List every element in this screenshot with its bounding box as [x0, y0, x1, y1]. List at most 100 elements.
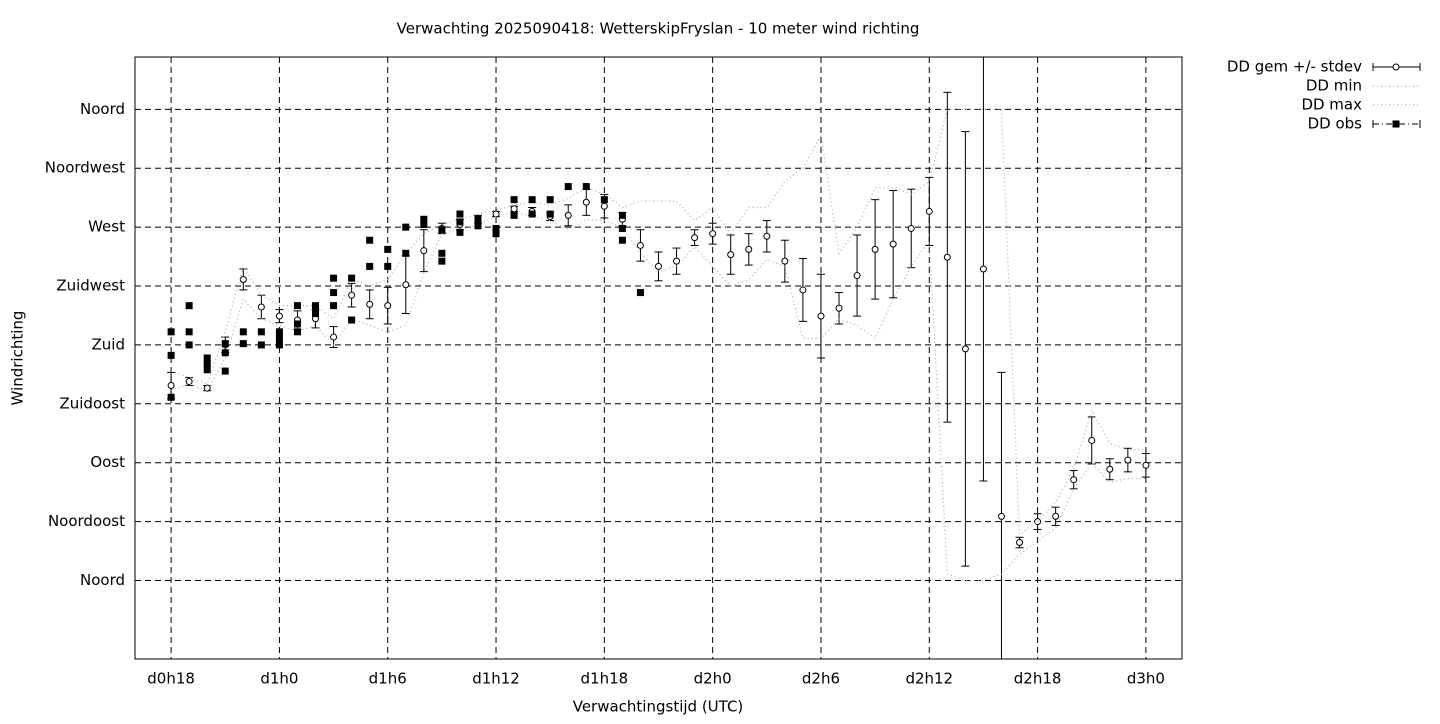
obs-point	[492, 224, 500, 232]
error-bar	[257, 294, 266, 320]
obs-point	[366, 262, 374, 270]
error-bar	[275, 309, 284, 324]
error-bar	[329, 326, 338, 349]
legend-label: DD gem +/- stdev	[1227, 58, 1362, 76]
range-line	[170, 210, 1146, 582]
obs-point	[456, 210, 464, 218]
obs-point	[185, 302, 193, 310]
error-bar	[1015, 536, 1024, 549]
obs-point	[275, 328, 283, 336]
y-tick-label: Noord	[80, 100, 125, 118]
x-tick-label: d1h18	[581, 670, 629, 688]
error-bar	[1105, 458, 1114, 481]
obs-point	[257, 328, 265, 336]
obs-point	[330, 289, 338, 297]
x-tick-label: d2h18	[1014, 670, 1062, 688]
error-bar	[347, 282, 356, 308]
obs-point	[528, 196, 536, 204]
obs-point	[330, 302, 338, 310]
obs-point	[167, 328, 175, 336]
error-bar	[889, 189, 898, 299]
obs-point	[636, 289, 644, 297]
obs-point	[293, 320, 301, 328]
x-tick-label: d0h18	[147, 670, 195, 688]
obs-point	[384, 245, 392, 253]
error-bar	[383, 286, 392, 325]
error-bar	[582, 188, 591, 216]
obs-point	[546, 196, 554, 204]
error-bar	[708, 222, 717, 245]
obs-point	[456, 218, 464, 226]
legend-label: DD max	[1301, 96, 1362, 114]
x-tick-label: d2h6	[802, 670, 840, 688]
obs-point	[564, 183, 572, 191]
x-tick-label: d2h12	[905, 670, 953, 688]
obs-point	[528, 210, 536, 218]
y-tick-label: Zuidwest	[56, 277, 125, 295]
obs-point	[438, 257, 446, 265]
x-tick-label: d1h6	[369, 670, 407, 688]
obs-point	[221, 349, 229, 357]
obs-point	[293, 302, 301, 310]
error-bar	[1123, 447, 1132, 473]
obs-point	[438, 226, 446, 234]
obs-point	[221, 367, 229, 375]
error-bar	[853, 234, 862, 317]
legend-label: DD min	[1306, 77, 1362, 95]
obs-point	[203, 359, 211, 367]
error-bar	[492, 210, 501, 218]
error-bar	[762, 220, 771, 253]
obs-point	[275, 334, 283, 342]
obs-point	[438, 249, 446, 257]
y-tick-label: Zuidoost	[59, 394, 125, 412]
chart-title: Verwachting 2025090418: WetterskipFrysla…	[397, 20, 920, 38]
error-bar	[365, 289, 374, 320]
legend-sample	[1392, 63, 1400, 71]
obs-point	[239, 340, 247, 348]
error-bar	[780, 239, 789, 283]
obs-point	[167, 393, 175, 401]
y-tick-label: Zuid	[92, 335, 125, 353]
error-bar	[907, 188, 916, 269]
obs-point	[474, 222, 482, 230]
obs-point	[167, 351, 175, 359]
error-bar	[943, 91, 952, 423]
obs-point	[402, 223, 410, 231]
x-tick-label: d2h0	[694, 670, 732, 688]
x-tick-label: d3h0	[1127, 670, 1165, 688]
obs-point	[185, 341, 193, 349]
obs-point	[510, 211, 518, 219]
obs-point	[257, 341, 265, 349]
x-tick-label: d1h0	[260, 670, 298, 688]
error-bar	[654, 251, 663, 282]
obs-point	[366, 236, 374, 244]
error-bar	[185, 377, 194, 386]
error-bar	[1051, 506, 1060, 527]
error-bar	[690, 229, 699, 246]
range-line	[170, 108, 1146, 536]
error-bar	[798, 258, 807, 322]
obs-point	[330, 274, 338, 282]
error-bar	[239, 268, 248, 291]
obs-point	[510, 196, 518, 204]
error-bar	[816, 273, 825, 359]
error-bar	[961, 131, 970, 567]
obs-point	[420, 215, 428, 223]
error-bar	[636, 229, 645, 262]
obs-point	[239, 328, 247, 336]
error-bar	[997, 371, 1006, 659]
x-tick-label: d1h12	[472, 670, 520, 688]
error-bar	[871, 199, 880, 300]
obs-point	[600, 196, 608, 204]
legend-sample	[1392, 120, 1400, 128]
error-bar	[1069, 470, 1078, 490]
error-bar	[401, 255, 410, 315]
y-axis-label: Windrichting	[9, 311, 27, 406]
obs-point	[348, 274, 356, 282]
obs-point	[492, 230, 500, 238]
obs-point	[474, 215, 482, 223]
obs-point	[293, 328, 301, 336]
y-tick-label: West	[88, 218, 125, 236]
obs-point	[384, 262, 392, 270]
error-bar	[672, 247, 681, 275]
